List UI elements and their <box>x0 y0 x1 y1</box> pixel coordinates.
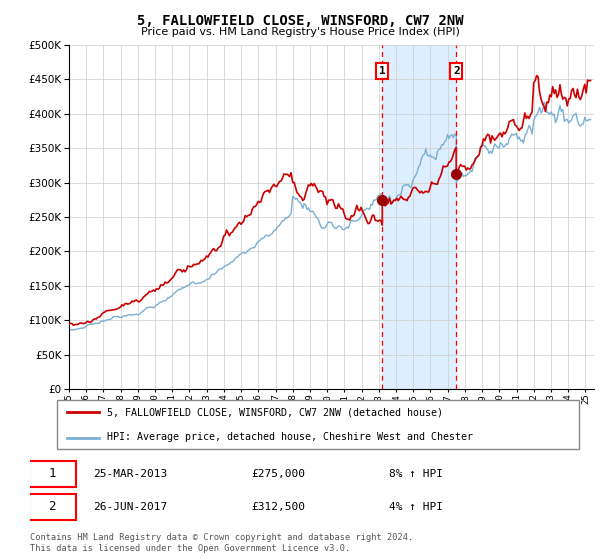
FancyBboxPatch shape <box>29 493 76 520</box>
Text: Price paid vs. HM Land Registry's House Price Index (HPI): Price paid vs. HM Land Registry's House … <box>140 27 460 37</box>
Text: 1: 1 <box>49 468 56 480</box>
Text: 26-JUN-2017: 26-JUN-2017 <box>94 502 168 512</box>
Text: HPI: Average price, detached house, Cheshire West and Chester: HPI: Average price, detached house, Ches… <box>107 432 473 442</box>
Text: 5, FALLOWFIELD CLOSE, WINSFORD, CW7 2NW: 5, FALLOWFIELD CLOSE, WINSFORD, CW7 2NW <box>137 14 463 28</box>
Bar <box>382 45 456 389</box>
Text: 2: 2 <box>49 500 56 514</box>
Text: 8% ↑ HPI: 8% ↑ HPI <box>389 469 443 479</box>
Text: 2: 2 <box>453 66 460 76</box>
Text: 1: 1 <box>379 66 386 76</box>
Text: 5, FALLOWFIELD CLOSE, WINSFORD, CW7 2NW (detached house): 5, FALLOWFIELD CLOSE, WINSFORD, CW7 2NW … <box>107 408 443 418</box>
Text: Contains HM Land Registry data © Crown copyright and database right 2024.
This d: Contains HM Land Registry data © Crown c… <box>30 533 413 553</box>
Text: 25-MAR-2013: 25-MAR-2013 <box>94 469 168 479</box>
FancyBboxPatch shape <box>29 460 76 487</box>
Text: 4% ↑ HPI: 4% ↑ HPI <box>389 502 443 512</box>
FancyBboxPatch shape <box>56 400 580 449</box>
Text: £275,000: £275,000 <box>251 469 305 479</box>
Text: £312,500: £312,500 <box>251 502 305 512</box>
